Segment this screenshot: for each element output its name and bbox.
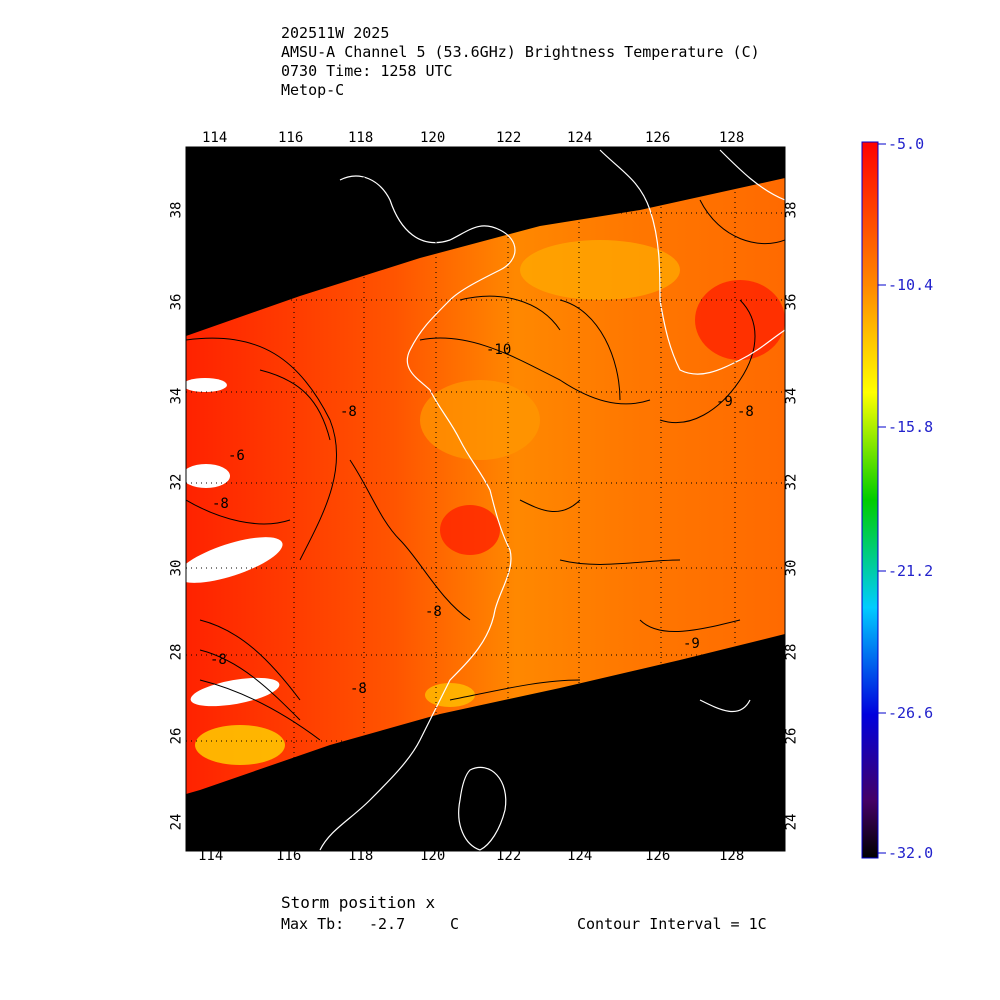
coastline [319,149,785,851]
max-tb-unit: C [450,915,460,933]
lat-label-left: 36 [168,293,185,311]
lon-label-bottom: 122 [496,848,522,864]
colorbar-label: -21.2 [888,562,934,580]
title-storm-id: 202511W 2025 [281,24,390,42]
contour-label: -9 [716,394,733,410]
title-product: AMSU-A Channel 5 (53.6GHz) Brightness Te… [281,43,760,61]
lon-label-bottom: 120 [420,848,446,864]
colorbar-label: -15.8 [888,418,934,436]
lat-label-right: 24 [783,813,800,831]
colorbar-label: -5.0 [888,135,925,153]
lat-label-left: 30 [168,559,185,577]
lon-label-bottom: 114 [198,848,224,864]
max-tb-label: Max Tb: [281,915,345,933]
colorbar-ticks [878,143,886,854]
contour-label: -8 [425,604,442,620]
contour-label: -8 [340,404,357,420]
lon-label-bottom: 124 [567,848,593,864]
contour-lines [186,199,785,741]
lon-label-bottom: 128 [719,848,745,864]
lat-label-right: 28 [783,643,800,661]
lon-label-top: 124 [567,130,593,146]
warm-patch-center [440,505,500,555]
colorbar-label: -32.0 [888,844,934,862]
missing-data-patch [186,378,227,392]
lat-label-right: 32 [783,473,800,491]
storm-position-legend: Storm position x [281,893,436,912]
lat-label-left: 32 [168,473,185,491]
colorbar-label: -10.4 [888,276,934,294]
lon-label-top: 128 [719,130,745,146]
lon-label-top: 116 [278,130,304,146]
lon-label-top: 120 [420,130,446,146]
lon-label-bottom: 118 [348,848,374,864]
map-frame [185,146,786,852]
contour-label: -8 [737,404,754,420]
title-satellite: Metop-C [281,81,345,99]
lat-label-left: 28 [168,643,185,661]
lon-label-bottom: 116 [276,848,302,864]
lon-label-top: 114 [202,130,228,146]
missing-data-patch [186,464,230,488]
warm-patch-east [695,280,785,360]
contour-label: -6 [228,448,245,464]
cool-patch-south [425,683,475,707]
missing-data-patch [190,677,280,707]
lat-label-left: 24 [168,813,185,831]
lat-label-left: 38 [168,201,185,219]
lat-label-left: 34 [168,387,185,405]
lon-label-top: 126 [645,130,671,146]
contour-label: -8 [210,652,227,668]
satellite-swath [186,178,785,794]
contour-label: -9 [560,708,577,724]
contour-label: -10 [486,342,511,358]
contour-label: -8 [350,681,367,697]
lon-label-top: 122 [496,130,522,146]
contour-label: -9 [683,636,700,652]
missing-data-patch [186,537,283,583]
lat-label-right: 36 [783,293,800,311]
lat-label-right: 38 [783,201,800,219]
lat-label-left: 26 [168,727,185,745]
cool-patch-southwest [195,725,285,765]
lon-label-top: 118 [348,130,374,146]
lat-label-right: 26 [783,727,800,745]
colorbar-label: -26.6 [888,704,934,722]
contour-label: -8 [212,496,229,512]
max-tb-value: -2.7 [369,915,406,933]
lat-label-right: 34 [783,387,800,405]
lat-label-right: 30 [783,559,800,577]
contour-interval: Contour Interval = 1C [577,915,767,933]
cool-patch-north [520,240,680,300]
colorbar [861,141,879,859]
title-time: 0730 Time: 1258 UTC [281,62,453,80]
lon-label-bottom: 126 [645,848,671,864]
cool-patch-central [420,380,540,460]
